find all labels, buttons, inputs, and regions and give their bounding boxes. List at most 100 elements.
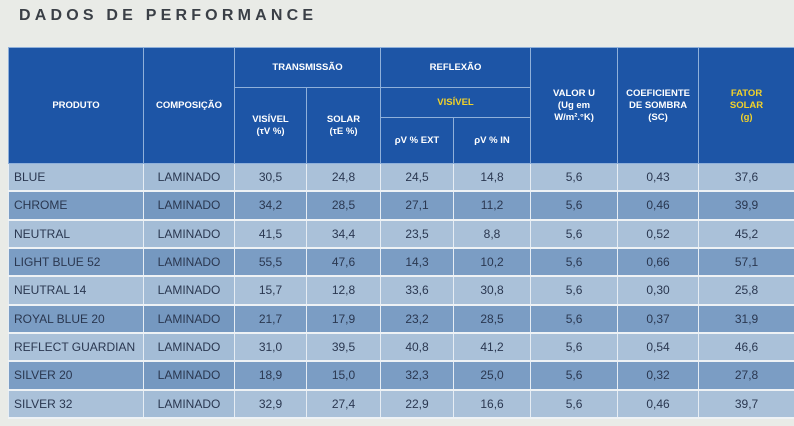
- cell-u: 5,6: [530, 191, 619, 221]
- cell-tv: 31,0: [234, 332, 307, 363]
- cell-te: 12,8: [305, 276, 382, 306]
- header-solar: SOLAR (τE %): [305, 87, 382, 164]
- cell-g: 39,9: [698, 191, 794, 221]
- cell-u: 5,6: [530, 276, 619, 306]
- cell-g: 45,2: [698, 219, 794, 249]
- cell-produto: NEUTRAL: [8, 219, 144, 249]
- cell-produto: SILVER 32: [8, 389, 144, 420]
- cell-rext: 32,3: [380, 361, 455, 391]
- header-reflexao: REFLEXÃO: [380, 47, 532, 88]
- cell-te: 34,4: [305, 219, 382, 249]
- cell-composicao: LAMINADO: [143, 247, 235, 278]
- cell-te: 17,9: [305, 304, 382, 334]
- cell-composicao: LAMINADO: [143, 332, 235, 363]
- table-row: BLUE LAMINADO 30,5 24,8 24,5 14,8 5,6 0,43 37,6: [8, 163, 794, 193]
- performance-table: PRODUTO COMPOSIÇÃO TRANSMISSÃO REFLEXÃO …: [8, 47, 794, 420]
- page-title: DADOS DE PERFORMANCE: [19, 7, 318, 24]
- cell-tv: 34,2: [234, 191, 307, 221]
- cell-produto: ROYAL BLUE 20: [8, 304, 144, 334]
- header-composicao: COMPOSIÇÃO: [143, 47, 235, 164]
- cell-composicao: LAMINADO: [143, 191, 235, 221]
- cell-rin: 10,2: [453, 247, 532, 278]
- cell-tv: 15,7: [234, 276, 307, 306]
- cell-u: 5,6: [530, 219, 619, 249]
- cell-g: 39,7: [698, 389, 794, 420]
- cell-produto: REFLECT GUARDIAN: [8, 332, 144, 363]
- cell-composicao: LAMINADO: [143, 389, 235, 420]
- cell-tv: 18,9: [234, 361, 307, 391]
- table-row: CHROME LAMINADO 34,2 28,5 27,1 11,2 5,6 0,46 39,…: [8, 191, 794, 221]
- cell-g: 46,6: [698, 332, 794, 363]
- cell-produto: NEUTRAL 14: [8, 276, 144, 306]
- header-rho-ext: ρV % EXT: [380, 117, 455, 164]
- cell-rin: 30,8: [453, 276, 532, 306]
- cell-rext: 23,5: [380, 219, 455, 249]
- cell-rin: 41,2: [453, 332, 532, 363]
- cell-composicao: LAMINADO: [143, 304, 235, 334]
- table-row: SILVER 20 LAMINADO 18,9 15,0 32,3 25,0 5,6 0,32…: [8, 361, 794, 391]
- table-row: REFLECT GUARDIAN LAMINADO 31,0 39,5 40,8 41,2…: [8, 332, 794, 363]
- cell-rext: 23,2: [380, 304, 455, 334]
- cell-tv: 30,5: [234, 163, 307, 193]
- cell-te: 24,8: [305, 163, 382, 193]
- cell-rext: 40,8: [380, 332, 455, 363]
- cell-tv: 41,5: [234, 219, 307, 249]
- header-fator-solar: FATOR SOLAR (g): [698, 47, 794, 164]
- cell-u: 5,6: [530, 247, 619, 278]
- cell-produto: SILVER 20: [8, 361, 144, 391]
- cell-produto: CHROME: [8, 191, 144, 221]
- table-row: LIGHT BLUE 52 LAMINADO 55,5 47,6 14,3 10,2 5,6…: [8, 247, 794, 278]
- cell-rin: 16,6: [453, 389, 532, 420]
- cell-composicao: LAMINADO: [143, 219, 235, 249]
- cell-te: 28,5: [305, 191, 382, 221]
- cell-sc: 0,37: [617, 304, 700, 334]
- cell-tv: 32,9: [234, 389, 307, 420]
- cell-sc: 0,52: [617, 219, 700, 249]
- cell-g: 57,1: [698, 247, 794, 278]
- cell-sc: 0,54: [617, 332, 700, 363]
- header-valor-u: VALOR U (Ug em W/m².°K): [530, 47, 619, 164]
- cell-te: 27,4: [305, 389, 382, 420]
- cell-rext: 24,5: [380, 163, 455, 193]
- cell-composicao: LAMINADO: [143, 361, 235, 391]
- cell-composicao: LAMINADO: [143, 163, 235, 193]
- cell-rin: 25,0: [453, 361, 532, 391]
- cell-rin: 11,2: [453, 191, 532, 221]
- cell-sc: 0,32: [617, 361, 700, 391]
- cell-u: 5,6: [530, 163, 619, 193]
- header-visivel-reflexao: VISÍVEL: [380, 87, 532, 118]
- cell-tv: 55,5: [234, 247, 307, 278]
- cell-te: 39,5: [305, 332, 382, 363]
- table-row: ROYAL BLUE 20 LAMINADO 21,7 17,9 23,2 28,5 5,6…: [8, 304, 794, 334]
- cell-composicao: LAMINADO: [143, 276, 235, 306]
- table-row: SILVER 32 LAMINADO 32,9 27,4 22,9 16,6 5,6 0,46…: [8, 389, 794, 420]
- cell-rext: 27,1: [380, 191, 455, 221]
- cell-sc: 0,30: [617, 276, 700, 306]
- cell-tv: 21,7: [234, 304, 307, 334]
- cell-g: 31,9: [698, 304, 794, 334]
- cell-rin: 8,8: [453, 219, 532, 249]
- cell-u: 5,6: [530, 361, 619, 391]
- cell-g: 27,8: [698, 361, 794, 391]
- header-visivel-transmissao: VISÍVEL (τV %): [234, 87, 307, 164]
- cell-rext: 22,9: [380, 389, 455, 420]
- cell-rext: 14,3: [380, 247, 455, 278]
- table-body: BLUE LAMINADO 30,5 24,8 24,5 14,8 5,6 0,43 37,6 C…: [8, 163, 794, 420]
- cell-u: 5,6: [530, 332, 619, 363]
- cell-g: 25,8: [698, 276, 794, 306]
- cell-rin: 28,5: [453, 304, 532, 334]
- cell-g: 37,6: [698, 163, 794, 193]
- cell-sc: 0,46: [617, 191, 700, 221]
- header-coef-sombra: COEFICIENTE DE SOMBRA (SC): [617, 47, 700, 164]
- cell-te: 47,6: [305, 247, 382, 278]
- table-row: NEUTRAL LAMINADO 41,5 34,4 23,5 8,8 5,6 0,52 45,…: [8, 219, 794, 249]
- cell-sc: 0,46: [617, 389, 700, 420]
- header-transmissao: TRANSMISSÃO: [233, 47, 382, 88]
- header-produto: PRODUTO: [8, 47, 144, 164]
- cell-rin: 14,8: [453, 163, 532, 193]
- cell-produto: LIGHT BLUE 52: [8, 247, 144, 278]
- table-row: NEUTRAL 14 LAMINADO 15,7 12,8 33,6 30,8 5,6 0,3…: [8, 276, 794, 306]
- cell-u: 5,6: [530, 389, 619, 420]
- cell-sc: 0,66: [617, 247, 700, 278]
- cell-rext: 33,6: [380, 276, 455, 306]
